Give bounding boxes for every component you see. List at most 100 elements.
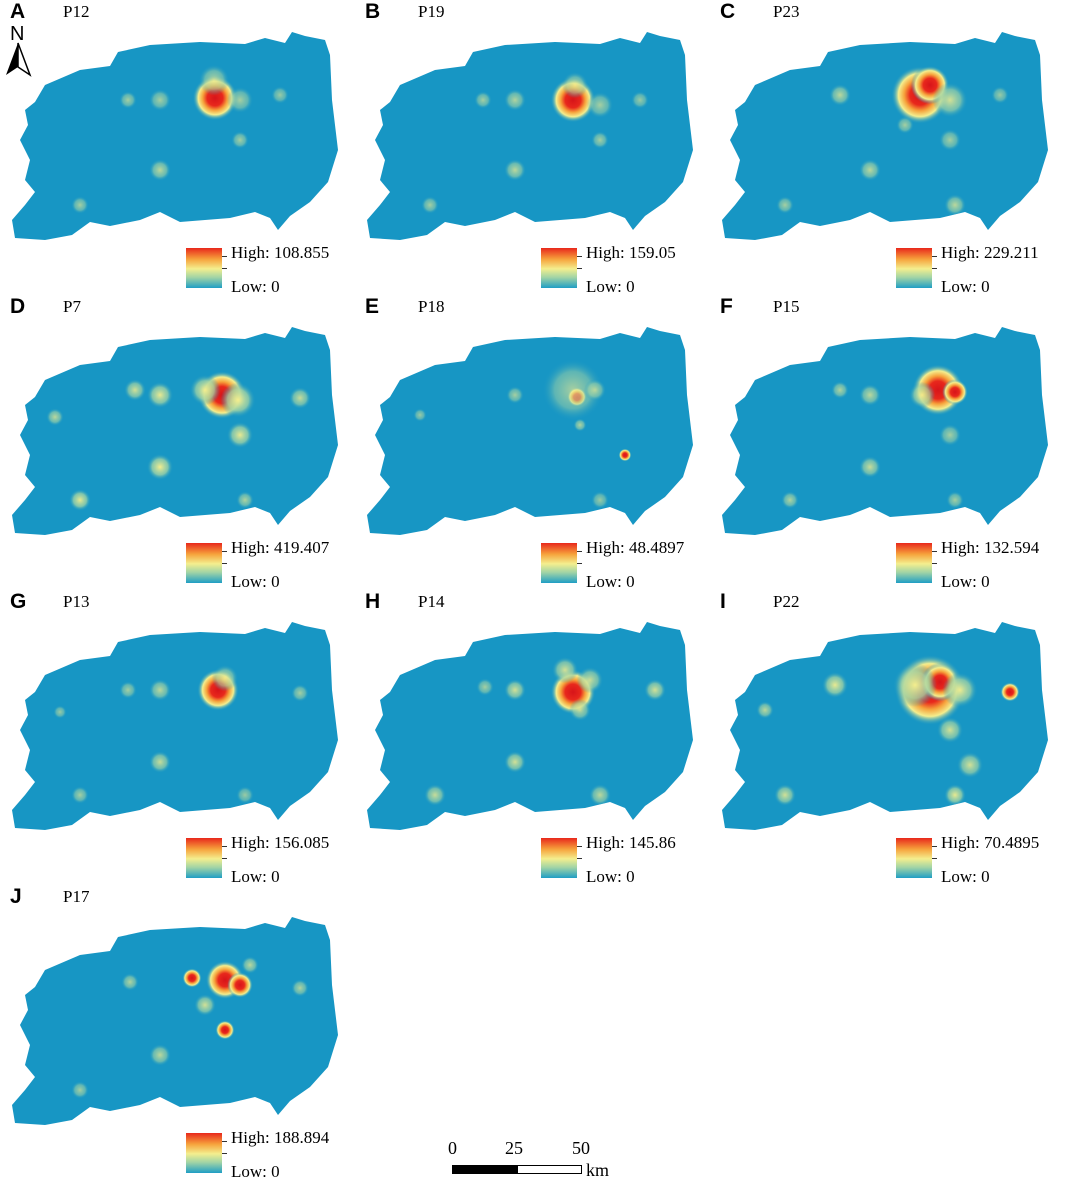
density-hotspot: [991, 86, 1009, 104]
panel-letter: H: [365, 590, 381, 613]
legend-tick: [222, 846, 227, 847]
density-hotspot: [291, 979, 309, 997]
density-map: [12, 32, 338, 240]
legend-tick: [577, 268, 582, 269]
legend-color-ramp: [186, 543, 222, 583]
legend-high-label: High: 108.855: [231, 243, 330, 262]
density-hotspot: [859, 384, 881, 406]
density-hotspot: [939, 424, 961, 446]
density-hotspot: [71, 786, 89, 804]
panel-title: P14: [418, 592, 445, 611]
legend-tick: [222, 551, 227, 552]
north-arrow: N: [0, 23, 40, 79]
density-hotspot: [149, 89, 171, 111]
legend-tick: [932, 256, 937, 257]
density-hotspot: [194, 994, 216, 1016]
legend-low-label: Low: 0: [231, 867, 280, 886]
legend-tick: [932, 551, 937, 552]
density-map: [367, 622, 693, 830]
legend-tick: [577, 256, 582, 257]
region-outline: [367, 32, 693, 240]
density-hotspot: [586, 91, 614, 119]
density-hotspot: [226, 421, 254, 449]
density-hotspot: [220, 382, 256, 418]
density-hotspot: [936, 716, 964, 744]
density-hotspot: [236, 491, 254, 509]
density-hotspot: [946, 491, 964, 509]
legend-tick: [222, 1153, 227, 1154]
density-map: [12, 327, 338, 535]
legend-color-ramp: [896, 543, 932, 583]
density-hotspot: [476, 678, 494, 696]
legend-low-label: Low: 0: [231, 1162, 280, 1181]
panel-letter: I: [720, 590, 726, 613]
density-hotspot: [551, 656, 579, 684]
density-hotspot: [956, 751, 984, 779]
density-hotspot: [942, 379, 968, 405]
legend-high-label: High: 48.4897: [586, 538, 685, 557]
density-hotspot: [756, 701, 774, 719]
density-hotspot: [561, 71, 589, 99]
density-hotspot: [236, 786, 254, 804]
legend-tick: [932, 268, 937, 269]
density-hotspot: [215, 1020, 235, 1040]
legend-high-label: High: 159.05: [586, 243, 676, 262]
density-hotspot: [774, 784, 796, 806]
region-outline: [12, 32, 338, 240]
density-map: [12, 622, 338, 830]
legend-low-label: Low: 0: [941, 277, 990, 296]
region-outline: [12, 622, 338, 830]
density-hotspot: [644, 679, 666, 701]
legend-color-ramp: [896, 248, 932, 288]
density-hotspot: [474, 91, 492, 109]
map-panel-c: C P23 High: 229.211 Low: 0: [710, 0, 1060, 296]
density-hotspot: [149, 751, 171, 773]
panel-title: P22: [773, 592, 800, 611]
legend-high-label: High: 132.594: [941, 538, 1040, 557]
density-hotspot: [149, 159, 171, 181]
density-hotspot: [821, 671, 849, 699]
region-outline: [722, 327, 1048, 535]
legend-tick: [222, 563, 227, 564]
density-hotspot: [591, 491, 609, 509]
panel-title: P15: [773, 297, 800, 316]
region-outline: [12, 327, 338, 535]
density-hotspot: [781, 491, 799, 509]
density-hotspot: [413, 408, 427, 422]
legend-low-label: Low: 0: [586, 572, 635, 591]
region-outline: [367, 622, 693, 830]
map-panel-g: G P13 High: 156.085 Low: 0: [0, 590, 350, 886]
density-hotspot: [71, 1081, 89, 1099]
panel-letter: B: [365, 0, 381, 23]
density-hotspot: [944, 194, 966, 216]
legend-tick: [577, 846, 582, 847]
legend-tick: [222, 256, 227, 257]
map-panel-f: F P15 High: 132.594 Low: 0: [710, 295, 1060, 591]
scale-tick-0: 0: [448, 1138, 457, 1158]
density-hotspot: [542, 359, 604, 421]
density-hotspot: [908, 381, 936, 409]
region-outline: [12, 917, 338, 1125]
density-hotspot: [71, 196, 89, 214]
legend-low-label: Low: 0: [586, 277, 635, 296]
legend-high-label: High: 419.407: [231, 538, 330, 557]
legend-color-ramp: [186, 248, 222, 288]
density-hotspot: [932, 82, 968, 118]
density-hotspot: [829, 84, 851, 106]
legend-color-ramp: [541, 838, 577, 878]
density-hotspot: [424, 784, 446, 806]
density-hotspot: [944, 784, 966, 806]
legend-color-ramp: [186, 838, 222, 878]
legend-color-ramp: [186, 1133, 222, 1173]
density-map: [722, 622, 1048, 830]
region-outline: [722, 622, 1048, 830]
legend-high-label: High: 188.894: [231, 1128, 330, 1147]
panel-title: P17: [63, 887, 90, 906]
legend-tick: [932, 563, 937, 564]
legend-tick: [222, 268, 227, 269]
legend-tick: [932, 858, 937, 859]
panel-title: P12: [63, 2, 90, 21]
density-hotspot: [124, 379, 146, 401]
legend-low-label: Low: 0: [231, 277, 280, 296]
density-hotspot: [506, 386, 524, 404]
